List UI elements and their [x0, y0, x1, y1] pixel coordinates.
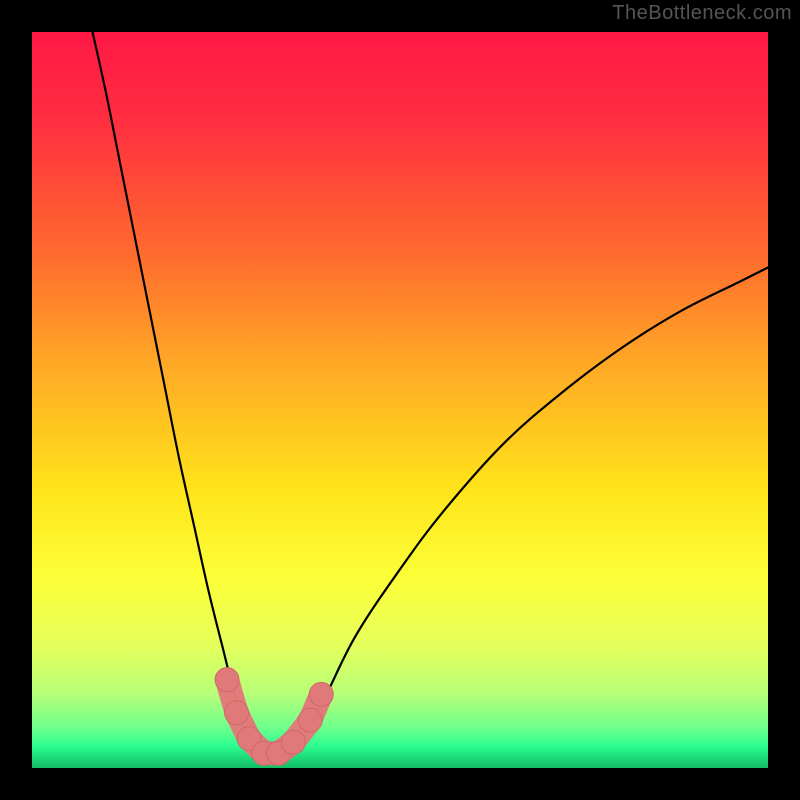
marker-dot [215, 668, 239, 692]
marker-dot [298, 708, 322, 732]
watermark-text: TheBottleneck.com [612, 2, 792, 25]
chart-stage: TheBottleneck.com [0, 0, 800, 800]
bottleneck-heat-chart [0, 0, 800, 800]
marker-dot [225, 701, 249, 725]
marker-dot [309, 682, 333, 706]
gradient-background [32, 32, 768, 768]
marker-dot [281, 730, 305, 754]
